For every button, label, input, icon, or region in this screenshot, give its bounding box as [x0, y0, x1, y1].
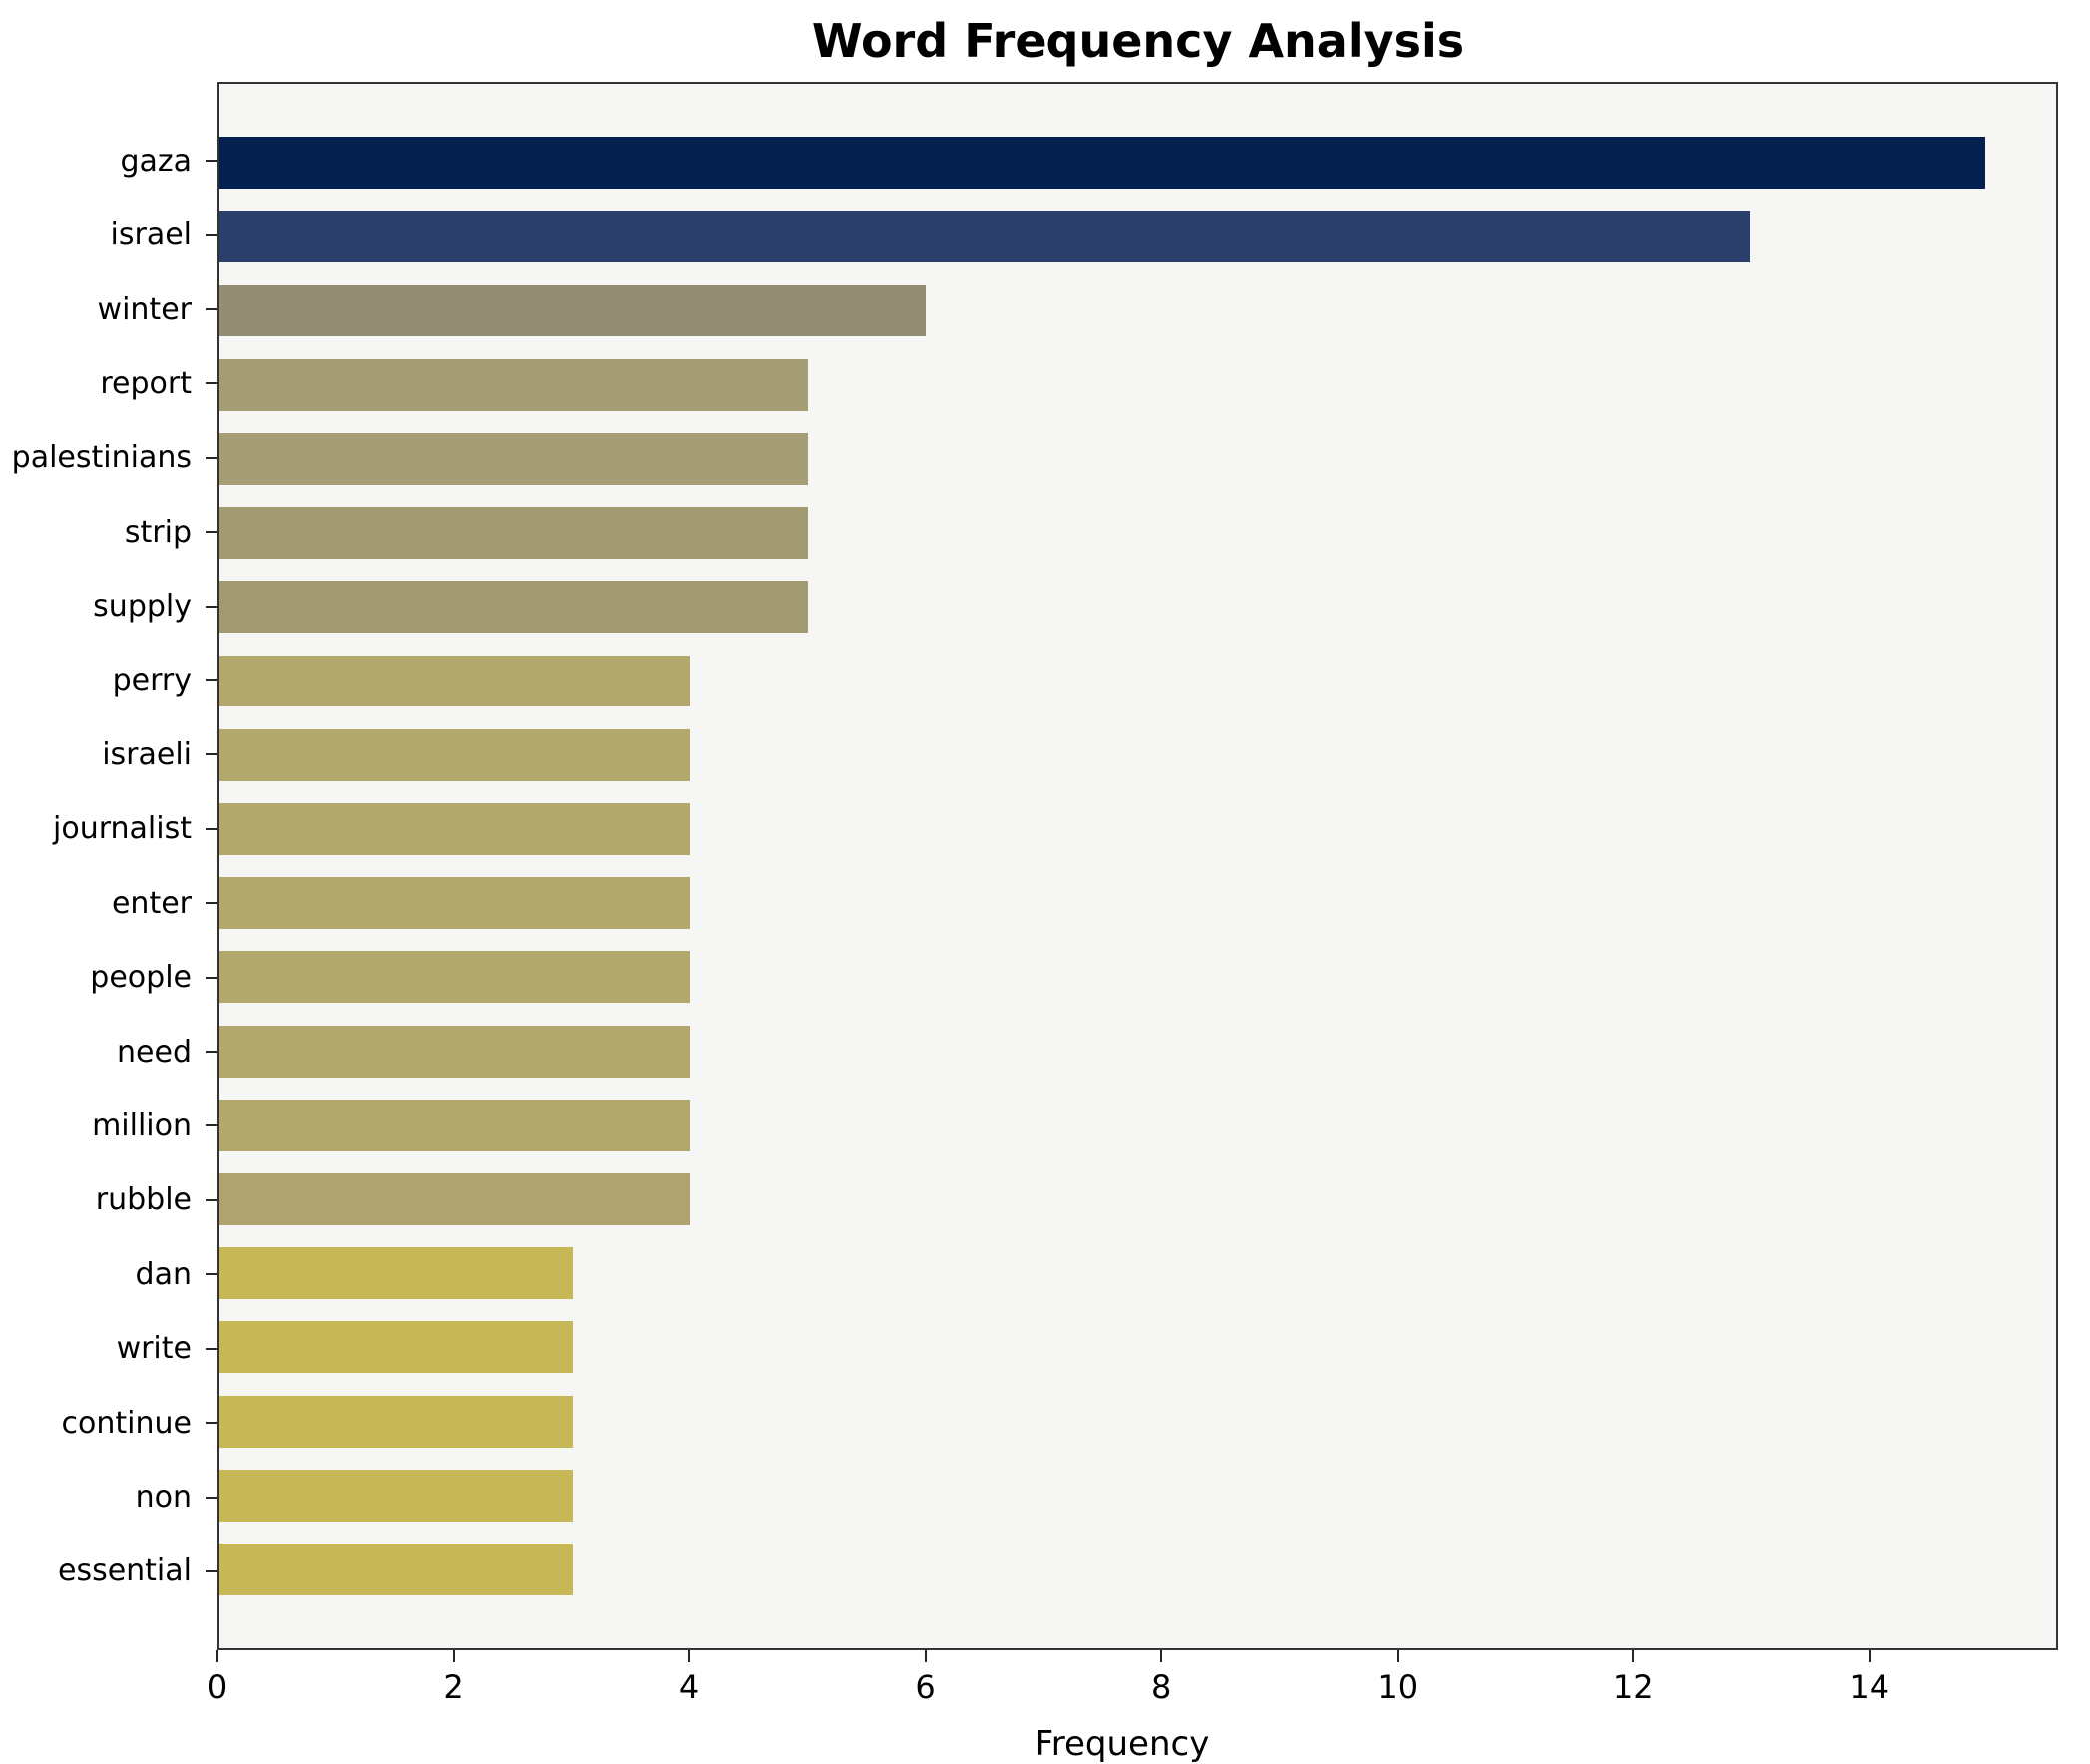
bar-million	[219, 1099, 691, 1151]
plot-area	[217, 82, 2058, 1650]
bar-perry	[219, 655, 691, 707]
bar-row	[219, 422, 2056, 496]
x-tick-label: 12	[1612, 1668, 1654, 1706]
bar-rubble	[219, 1172, 691, 1225]
y-tick-label: perry	[0, 644, 217, 717]
x-tick-mark	[1632, 1650, 1635, 1662]
bar-row	[219, 200, 2056, 273]
y-tick-label: israel	[0, 198, 217, 271]
y-tick-label: non	[0, 1460, 217, 1534]
x-tick-mark	[1160, 1650, 1163, 1662]
chart-area: gaza israel winter report palestinians strip s…	[0, 82, 2090, 1650]
bar-row	[219, 940, 2056, 1014]
y-tick-label: report	[0, 346, 217, 420]
x-tick-mark	[688, 1650, 691, 1662]
bar-non	[219, 1469, 574, 1522]
x-tick-label: 0	[207, 1668, 228, 1706]
y-tick-label: strip	[0, 495, 217, 569]
bar-row	[219, 644, 2056, 717]
bar-row	[219, 1533, 2056, 1606]
bar-enter	[219, 877, 691, 930]
x-tick-mark	[1868, 1650, 1871, 1662]
y-tick-label: journalist	[0, 792, 217, 866]
bar-israeli	[219, 728, 691, 781]
y-tick-label: winter	[0, 272, 217, 346]
y-tick-label: supply	[0, 569, 217, 643]
x-tick-label: 10	[1377, 1668, 1419, 1706]
x-tick-label: 4	[678, 1668, 700, 1706]
y-tick-label: palestinians	[0, 421, 217, 495]
bar-row	[219, 1236, 2056, 1310]
x-tick-mark	[1396, 1650, 1399, 1662]
bar-journalist	[219, 802, 691, 855]
bar-write	[219, 1321, 574, 1374]
y-axis: gaza israel winter report palestinians strip s…	[0, 82, 217, 1650]
bar-row	[219, 1089, 2056, 1162]
bar-supply	[219, 581, 809, 634]
y-tick-label: israeli	[0, 717, 217, 791]
y-tick-label: need	[0, 1015, 217, 1089]
y-tick-label: rubble	[0, 1163, 217, 1237]
bar-row	[219, 1459, 2056, 1533]
y-tick-label: people	[0, 940, 217, 1014]
bar-people	[219, 951, 691, 1004]
x-tick-label: 14	[1849, 1668, 1890, 1706]
bar-row	[219, 718, 2056, 792]
x-tick-mark	[216, 1650, 218, 1662]
bar-gaza	[219, 137, 1986, 190]
bar-palestinians	[219, 432, 809, 485]
x-axis: 0 2 4 6 8 10 12 14	[208, 1650, 2058, 1714]
bar-row	[219, 496, 2056, 570]
y-tick-label: gaza	[0, 124, 217, 198]
bar-row	[219, 126, 2056, 200]
bar-essential	[219, 1543, 574, 1595]
bar-row	[219, 1310, 2056, 1384]
x-tick-mark	[924, 1650, 927, 1662]
x-tick-label: 6	[915, 1668, 936, 1706]
bar-row	[219, 1014, 2056, 1088]
bar-continue	[219, 1395, 574, 1448]
y-tick-label: write	[0, 1312, 217, 1386]
bar-report	[219, 358, 809, 411]
x-axis-label: Frequency	[1034, 1724, 1210, 1764]
bar-row	[219, 570, 2056, 644]
bar-need	[219, 1025, 691, 1078]
bar-row	[219, 792, 2056, 866]
bar-row	[219, 348, 2056, 422]
bar-row	[219, 1162, 2056, 1236]
bar-strip	[219, 507, 809, 560]
bar-row	[219, 273, 2056, 347]
y-tick-label: continue	[0, 1386, 217, 1460]
x-tick-label: 2	[443, 1668, 464, 1706]
figure: Word Frequency Analysis gaza israel winter…	[0, 0, 2090, 1718]
x-tick-label: 8	[1150, 1668, 1172, 1706]
chart-title: Word Frequency Analysis	[811, 14, 1464, 68]
y-tick-label: million	[0, 1089, 217, 1162]
bar-winter	[219, 284, 927, 337]
x-tick-mark	[452, 1650, 455, 1662]
y-tick-label: essential	[0, 1535, 217, 1608]
y-tick-label: enter	[0, 866, 217, 940]
bar-dan	[219, 1247, 574, 1300]
bar-row	[219, 866, 2056, 940]
bar-row	[219, 1384, 2056, 1458]
y-tick-label: dan	[0, 1237, 217, 1311]
bar-israel	[219, 211, 1751, 263]
